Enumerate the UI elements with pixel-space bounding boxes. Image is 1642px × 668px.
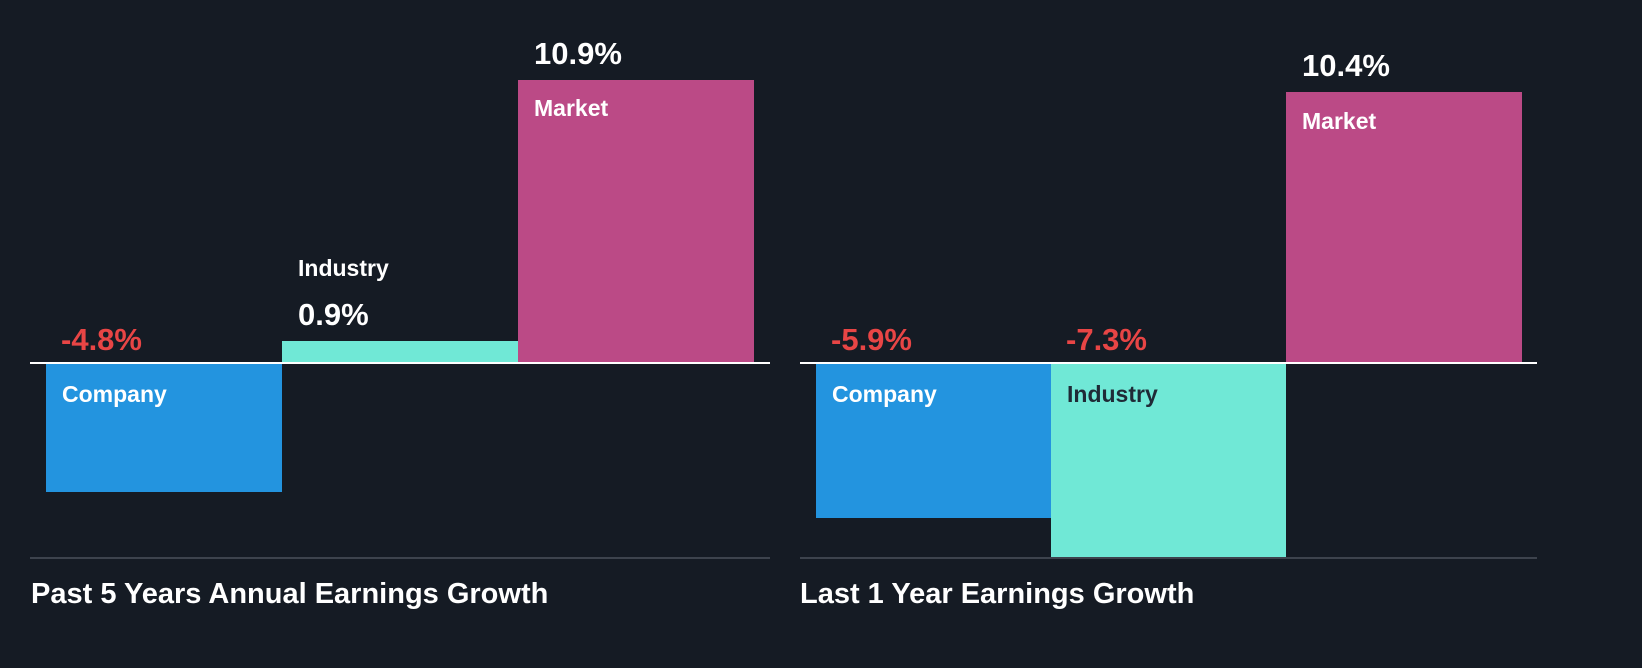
value-company: -4.8% <box>61 322 142 357</box>
value-market: 10.4% <box>1302 48 1390 83</box>
chart-past-5-years: Company -4.8% Industry 0.9% Market 10.9%… <box>30 36 770 610</box>
value-market: 10.9% <box>534 36 622 71</box>
bar-company <box>816 364 1051 518</box>
bar-label-market: Market <box>534 95 609 121</box>
divider-line <box>800 557 1537 559</box>
bar-label-company: Company <box>832 381 937 407</box>
bar-company <box>46 364 282 492</box>
bar-industry <box>282 341 518 363</box>
zero-baseline <box>800 362 1537 364</box>
bar-market <box>1286 92 1522 363</box>
divider-line <box>30 557 770 559</box>
bar-market <box>518 80 754 363</box>
zero-baseline <box>30 362 770 364</box>
bar-label-industry: Industry <box>298 255 389 281</box>
bar-label-company: Company <box>62 381 167 407</box>
value-company: -5.9% <box>831 322 912 357</box>
value-industry: -7.3% <box>1066 322 1147 357</box>
value-industry: 0.9% <box>298 297 369 332</box>
chart-title: Last 1 Year Earnings Growth <box>800 578 1195 610</box>
bar-industry <box>1051 364 1286 558</box>
chart-title: Past 5 Years Annual Earnings Growth <box>31 578 549 610</box>
bar-label-industry: Industry <box>1067 381 1158 407</box>
bar-label-market: Market <box>1302 108 1377 134</box>
